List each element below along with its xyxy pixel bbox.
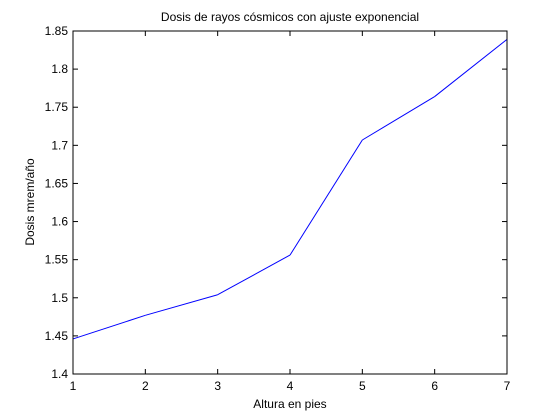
chart-title: Dosis de rayos cósmicos con ajuste expon… bbox=[161, 10, 419, 24]
x-tick-label: 6 bbox=[431, 379, 438, 393]
y-tick-label: 1.55 bbox=[45, 253, 69, 267]
y-tick-label: 1.4 bbox=[51, 367, 68, 381]
series-line-segment bbox=[72, 314, 146, 340]
y-tick-label: 1.6 bbox=[51, 215, 68, 229]
ticks-group: 1 2 3 4 5 6 7 1.4 1.45 1.5 1.55 1.6 1.65 1.7 1.75 1.8 1.… bbox=[45, 24, 511, 393]
x-axis-label: Altura en pies bbox=[253, 397, 326, 411]
x-tick-label: 2 bbox=[142, 379, 149, 393]
y-axis-label: Dosis mrem/año bbox=[23, 158, 37, 246]
x-tick-label: 1 bbox=[70, 379, 77, 393]
y-tick-label: 1.8 bbox=[51, 62, 68, 76]
axes-box bbox=[72, 30, 508, 375]
series-line-segment bbox=[362, 96, 435, 141]
x-tick-label: 3 bbox=[214, 379, 221, 393]
x-tick-label: 7 bbox=[504, 379, 511, 393]
y-tick-label: 1.75 bbox=[45, 100, 69, 114]
x-tick-label: 4 bbox=[287, 379, 294, 393]
y-tick-label: 1.5 bbox=[51, 291, 68, 305]
x-tick-label: 5 bbox=[359, 379, 366, 393]
series-line-segment bbox=[434, 38, 508, 97]
series-line-segment bbox=[145, 294, 218, 316]
y-tick-label: 1.85 bbox=[45, 24, 69, 38]
series-group bbox=[72, 38, 508, 340]
series-line-segment bbox=[289, 139, 363, 256]
series-line-segment bbox=[217, 254, 291, 296]
y-tick-label: 1.7 bbox=[51, 138, 68, 152]
y-tick-label: 1.45 bbox=[45, 329, 69, 343]
y-tick-label: 1.65 bbox=[45, 176, 69, 190]
plot-area-background bbox=[73, 31, 507, 374]
